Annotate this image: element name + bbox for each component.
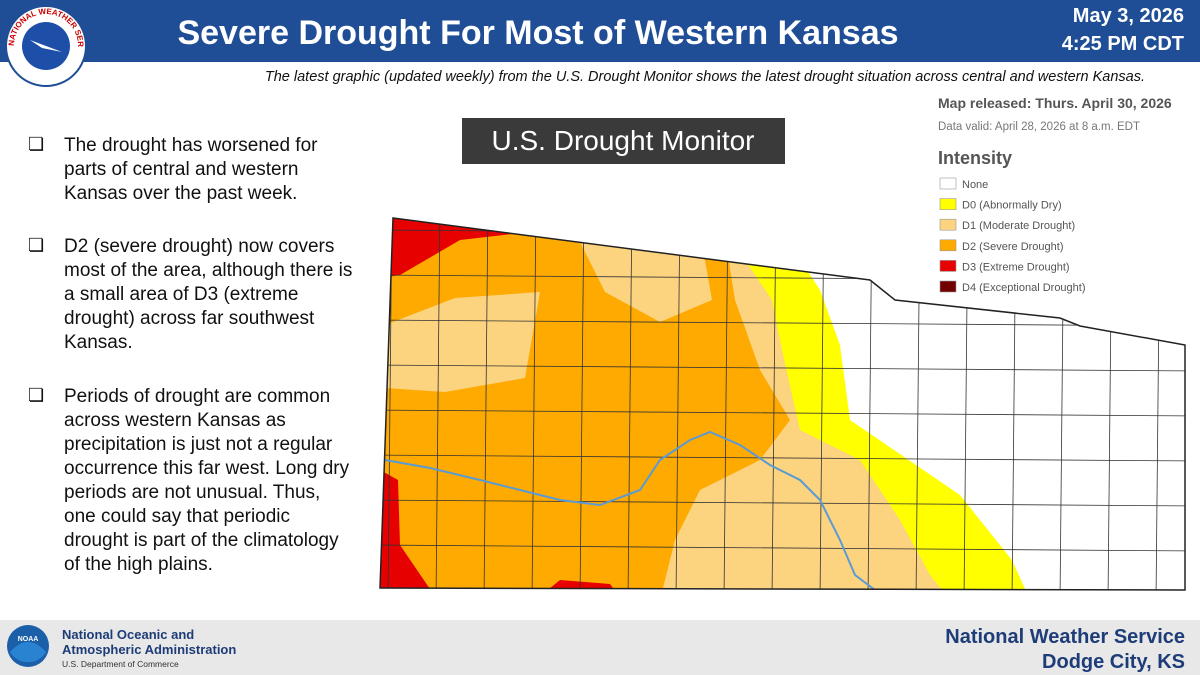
header-band — [0, 0, 1200, 62]
nws-logo-bolt — [30, 40, 62, 52]
county-line — [380, 454, 1185, 462]
region-d3 — [380, 470, 432, 590]
noaa-dept: U.S. Department of Commerce — [62, 659, 179, 669]
map-title: U.S. Drought Monitor — [492, 125, 755, 156]
office: National Weather Service — [945, 626, 1185, 648]
bullet: D2 (severe drought) now covers most of t… — [64, 236, 353, 353]
county-line — [723, 218, 729, 590]
county-line — [380, 409, 1185, 417]
river — [384, 430, 876, 590]
legend-swatch — [939, 218, 957, 231]
bullet-icon: ❏ — [28, 134, 45, 154]
county-line — [380, 589, 1185, 590]
legend-swatch — [939, 239, 957, 252]
date: May 3, 2026 — [1073, 5, 1184, 27]
bullet-icon: ❏ — [28, 385, 45, 405]
time: 4:25 PM CDT — [1062, 33, 1184, 55]
bullet-icon: ❏ — [28, 235, 45, 255]
county-line — [380, 544, 1185, 552]
county-line — [483, 218, 489, 590]
county-line — [380, 364, 1185, 372]
legend-label: None — [962, 179, 988, 191]
legend-label: D3 (Extreme Drought) — [962, 261, 1070, 273]
legend-label: D0 (Abnormally Dry) — [962, 200, 1062, 212]
legend: None D0 (Abnormally Dry) D1 (Moderate Drou… — [939, 177, 1086, 294]
county-line — [435, 218, 441, 590]
noaa-name: National Oceanic and — [62, 627, 194, 642]
subtitle: The latest graphic (updated weekly) from… — [265, 69, 1145, 85]
map-released: Map released: Thurs. April 30, 2026 — [938, 95, 1172, 111]
county-line — [380, 499, 1185, 507]
map-valid: Data valid: April 28, 2026 at 8 a.m. EDT — [938, 121, 1140, 133]
map-title-box — [462, 118, 785, 164]
drought-map — [380, 218, 1185, 590]
legend-label: D4 (Exceptional Drought) — [962, 282, 1086, 294]
county-line — [675, 218, 681, 590]
office: Dodge City, KS — [1042, 651, 1185, 673]
legend-swatch — [939, 198, 957, 210]
state-outline — [379, 217, 1186, 591]
noaa-logo-text: NOAA — [18, 636, 39, 643]
legend-swatch — [939, 260, 957, 272]
legend-swatch — [939, 177, 957, 190]
legend-title: Intensity — [938, 148, 1012, 168]
legend-label: D1 (Moderate Drought) — [962, 220, 1075, 232]
legend-label: D2 (Severe Drought) — [962, 241, 1064, 253]
noaa-name: Atmospheric Administration — [62, 642, 236, 657]
legend-swatch — [939, 280, 957, 293]
county-line — [380, 319, 1185, 327]
county-line — [627, 218, 633, 590]
bullet: Periods of drought are common across wes… — [64, 386, 350, 575]
county-line — [531, 218, 537, 590]
title: Severe Drought For Most of Western Kansa… — [177, 14, 898, 52]
footer-band — [0, 620, 1200, 675]
region-d3 — [538, 580, 622, 590]
noaa-logo-wave — [10, 642, 46, 663]
county-line — [579, 218, 585, 590]
region-d1-patch — [385, 292, 540, 392]
bullet: The drought has worsened for parts of ce… — [64, 135, 318, 204]
